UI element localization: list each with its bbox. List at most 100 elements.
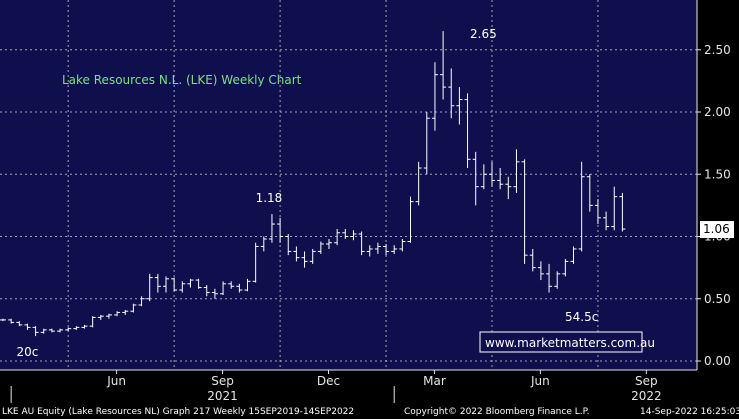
ohlc-bar <box>472 151 479 206</box>
last-price-marker: 1.06 <box>700 221 734 239</box>
chart-title: Lake Resources N.L. (LKE) Weekly Chart <box>62 73 302 87</box>
ohlc-bar <box>293 246 300 262</box>
ohlc-bar <box>228 281 235 289</box>
ohlc-bar <box>448 68 455 119</box>
ohlc-bar <box>24 323 31 330</box>
ohlc-bar <box>374 242 381 254</box>
ohlc-bar <box>48 328 55 333</box>
y-tick-label: 1.50 <box>704 167 731 181</box>
ohlc-bar <box>40 328 47 334</box>
ohlc-bar <box>163 276 169 293</box>
ohlc-bars <box>0 31 626 337</box>
ohlc-bar <box>619 192 626 232</box>
ohlc-bar <box>611 186 618 231</box>
ohlc-bar <box>603 211 610 231</box>
ohlc-bar <box>105 313 112 319</box>
ohlc-bar <box>268 214 275 243</box>
ohlc-bar <box>0 318 6 322</box>
footer: LKE AU Equity (Lake Resources NL) Graph … <box>2 407 739 417</box>
x-axis-panel <box>0 370 697 419</box>
ohlc-bar <box>130 303 137 313</box>
ohlc-bar <box>309 248 316 264</box>
ohlc-bar <box>342 229 349 239</box>
ohlc-bar <box>203 285 210 297</box>
footer-left: LKE AU Equity (Lake Resources NL) Graph … <box>2 407 354 417</box>
ohlc-bar <box>179 281 186 293</box>
footer-right: 14-Sep-2022 16:25:03 <box>640 407 739 417</box>
ohlc-bar <box>489 161 495 187</box>
y-tick-label: 0.00 <box>704 354 731 368</box>
ohlc-bar <box>301 251 308 268</box>
x-month-label: Jun <box>106 374 126 388</box>
ohlc-bar <box>187 278 194 288</box>
ohlc-bar <box>285 234 292 256</box>
ohlc-bar <box>89 316 96 328</box>
ohlc-bar <box>277 217 284 243</box>
ohlc-bar <box>252 242 259 283</box>
ohlc-bar <box>154 273 161 293</box>
ohlc-bar <box>236 283 243 293</box>
ohlc-bar <box>537 261 544 281</box>
ohlc-bar <box>65 327 72 332</box>
ohlc-bar <box>513 149 520 193</box>
ohlc-bar <box>546 263 553 293</box>
ohlc-bar <box>562 258 569 277</box>
ohlc-bar <box>521 159 528 264</box>
x-month-label: Dec <box>317 374 340 388</box>
x-month-label: Mar <box>423 374 446 388</box>
y-tick-label: 0.50 <box>704 292 731 306</box>
ohlc-bar <box>97 314 104 320</box>
ohlc-bar <box>415 161 422 206</box>
annotation-label: 1.18 <box>256 191 283 205</box>
axis-panel <box>697 0 739 419</box>
y-tick-label: 2.00 <box>704 105 731 119</box>
ohlc-bar <box>317 241 324 254</box>
ohlc-bar <box>16 321 23 327</box>
ohlc-bar <box>114 311 121 317</box>
footer-center: Copyright© 2022 Bloomberg Finance L.P. <box>404 407 589 417</box>
ohlc-bar <box>407 196 414 243</box>
ohlc-bar <box>423 112 430 175</box>
x-month-label: Jun <box>530 374 550 388</box>
y-tick-label: 2.50 <box>704 43 731 57</box>
ohlc-bar <box>8 318 15 324</box>
watermark-text[interactable]: www.marketmatters.com.au <box>485 336 655 350</box>
ohlc-bar <box>383 243 390 256</box>
ohlc-bar <box>366 245 373 257</box>
ohlc-bar <box>586 174 593 212</box>
ohlc-bar <box>260 236 267 252</box>
ohlc-bar <box>81 324 88 329</box>
ohlc-bar <box>138 296 145 307</box>
ohlc-bar <box>480 164 487 190</box>
ohlc-bar <box>497 168 504 190</box>
grid-lines <box>0 0 697 370</box>
ohlc-bar <box>456 87 463 125</box>
ohlc-bar <box>220 281 227 296</box>
ohlc-bar <box>32 326 39 337</box>
annotation-label: 2.65 <box>470 27 497 41</box>
ohlc-bar <box>554 271 561 289</box>
plot-background <box>0 0 697 370</box>
ohlc-bar <box>171 277 178 292</box>
annotation-label: 20c <box>17 345 39 359</box>
watermark[interactable]: www.marketmatters.com.au <box>479 331 655 353</box>
annotations: 2.65 1.18 54.5c 20c <box>17 27 599 359</box>
ohlc-bar <box>334 229 341 246</box>
ohlc-bar <box>122 309 129 315</box>
x-year-label: 2021 <box>207 389 238 403</box>
x-year-label: 2022 <box>631 389 662 403</box>
ohlc-bar <box>73 326 80 330</box>
ohlc-bar <box>391 245 398 254</box>
ohlc-bar <box>399 238 406 252</box>
ohlc-bar <box>211 288 218 299</box>
x-month-label: Sep <box>635 374 658 388</box>
watermark-box <box>479 331 643 353</box>
last-price-box <box>700 221 734 239</box>
ohlc-bar <box>146 273 153 302</box>
ohlc-bar <box>244 278 251 292</box>
ohlc-bar <box>195 278 202 289</box>
last-price-label: 1.06 <box>703 222 730 236</box>
ohlc-bar <box>358 231 365 256</box>
x-month-label: Sep <box>211 374 234 388</box>
